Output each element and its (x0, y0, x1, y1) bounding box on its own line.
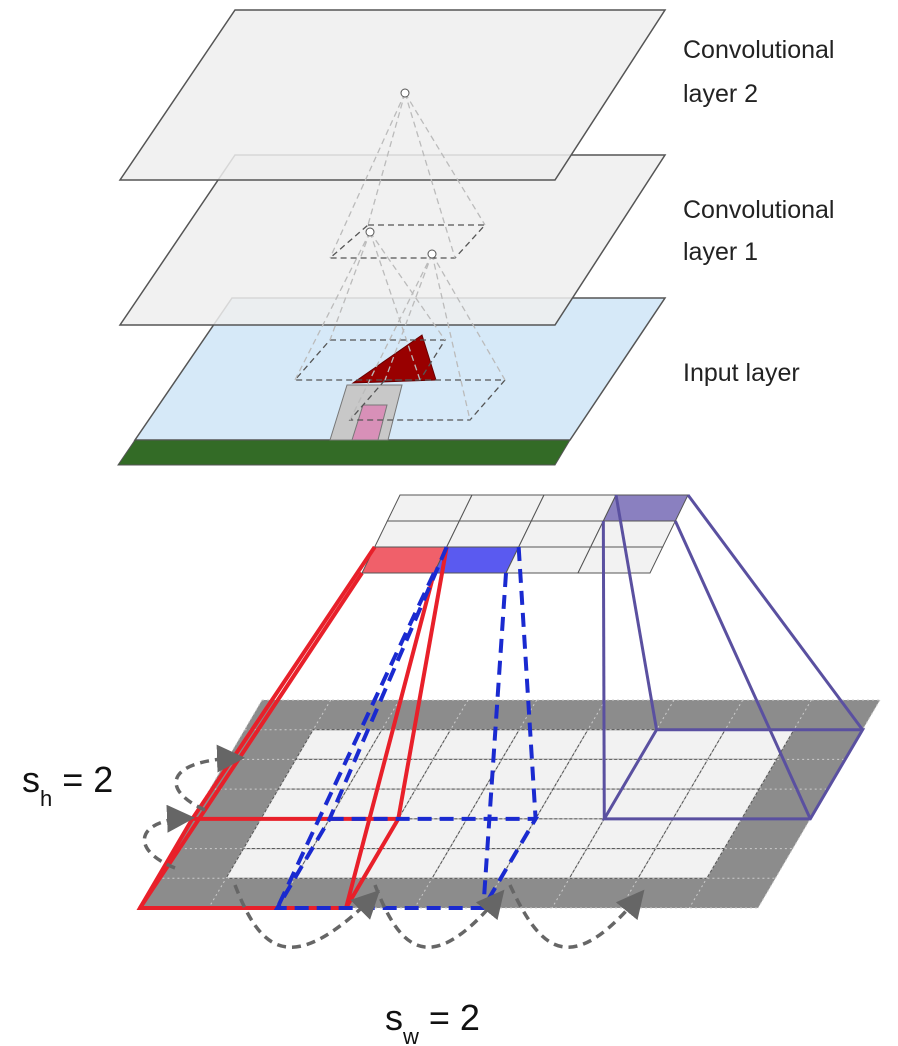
neuron (428, 250, 436, 258)
stride-figure (140, 495, 880, 908)
stride-label: sw= 2 (385, 997, 480, 1046)
stride-label: sh= 2 (22, 759, 113, 811)
output-cell (531, 495, 616, 521)
output-cell (387, 495, 472, 521)
output-cell (459, 495, 544, 521)
output-cell (519, 521, 604, 547)
layer-label: Input layer (683, 359, 800, 387)
pyramid-edge (603, 521, 604, 819)
output-cell (375, 521, 460, 547)
diagram: Convolutionallayer 2 Convolutionallayer … (0, 0, 898, 1046)
output-cell (578, 547, 663, 573)
neuron (366, 228, 374, 236)
ground (118, 440, 570, 465)
pyramid-edge (688, 495, 863, 730)
output-cell (447, 521, 532, 547)
neuron (401, 89, 409, 97)
output-cell (362, 547, 447, 573)
